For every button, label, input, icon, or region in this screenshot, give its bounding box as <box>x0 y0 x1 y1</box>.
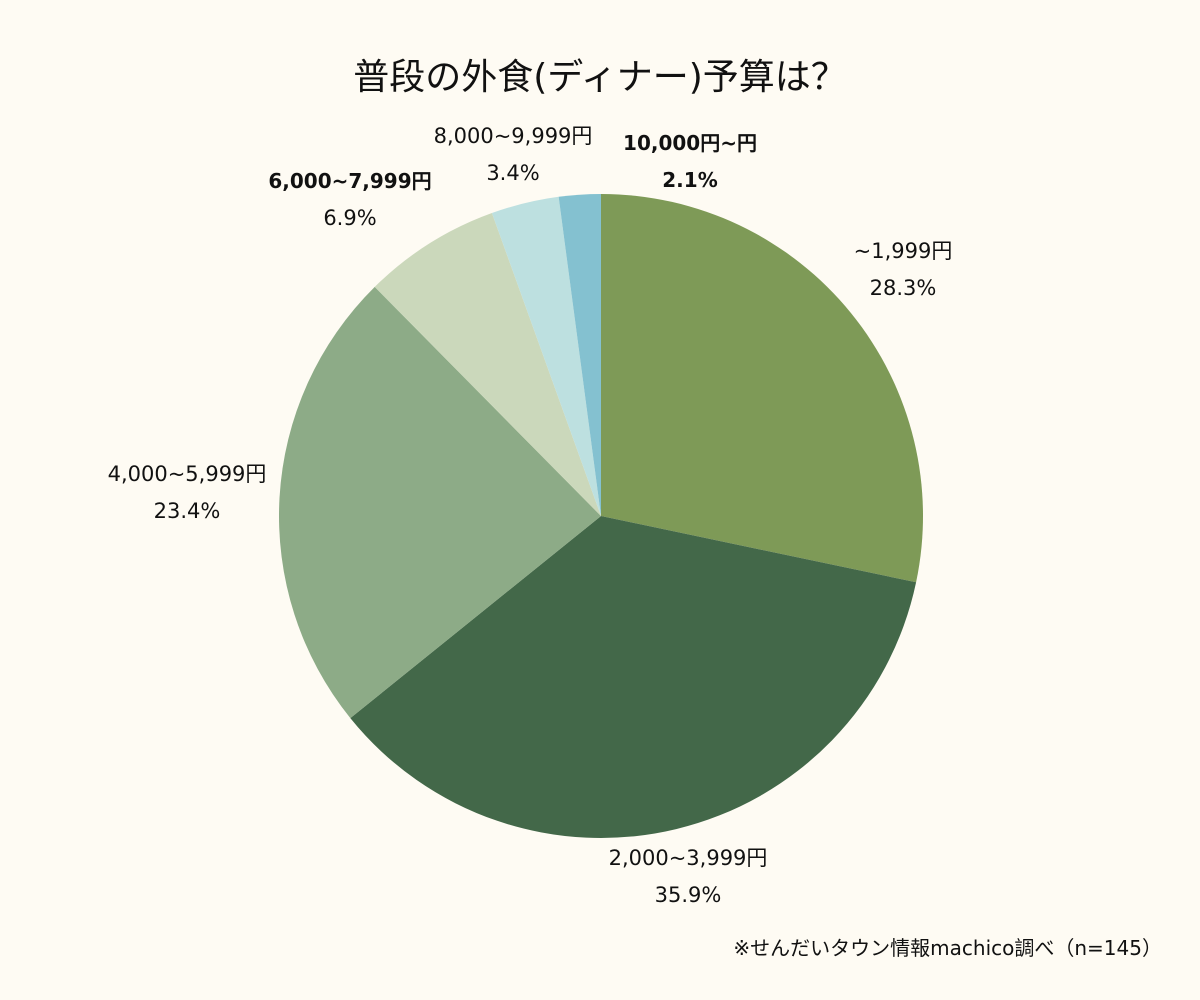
pie-slice-2 <box>278 286 601 719</box>
pie-slice-0 <box>601 194 923 583</box>
pie-slice-5 <box>558 194 601 516</box>
pie-slice-1 <box>350 516 917 838</box>
slice-label-4: 8,000~9,999円 3.4% <box>433 124 593 185</box>
pie-slice-4 <box>491 196 601 516</box>
chart-title: 普段の外食(ディナー)予算は？ <box>353 57 847 98</box>
source-note: ※せんだいタウン情報machico調べ（n=145） <box>733 936 1162 960</box>
slice-label-3: 6,000~7,999円 6.9% <box>268 169 432 230</box>
slice-label-1: 2,000~3,999円 35.9% <box>608 846 768 907</box>
pie-slice-3 <box>374 213 601 517</box>
slice-label-5: 10,000円~円 2.1% <box>623 131 757 192</box>
slice-label-0: ~1,999円 28.3% <box>853 239 953 300</box>
slice-label-2: 4,000~5,999円 23.4% <box>107 462 267 523</box>
